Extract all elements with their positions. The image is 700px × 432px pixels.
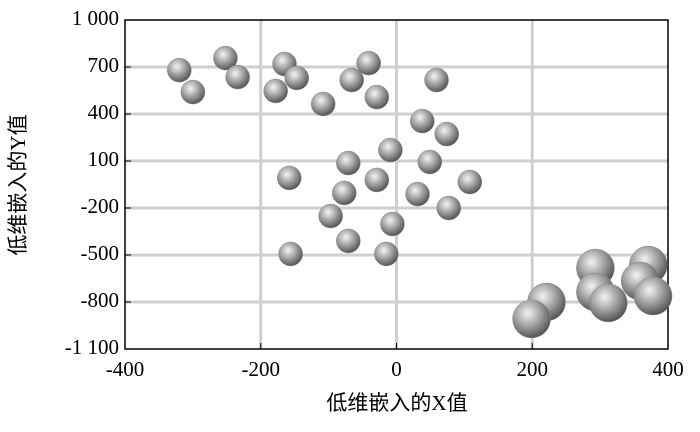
point (167, 57, 192, 83)
y-tick-label: 400 (88, 100, 120, 124)
point (589, 283, 628, 323)
point (339, 67, 364, 93)
point (310, 91, 336, 117)
x-tick-label: -400 (106, 357, 145, 381)
point (180, 79, 206, 105)
point (336, 150, 361, 176)
y-tick-label: -1 100 (65, 335, 119, 359)
point (364, 84, 390, 110)
x-tick-label: 400 (652, 357, 684, 381)
point (405, 181, 430, 207)
point (277, 165, 302, 191)
x-tick-label: 0 (391, 357, 402, 381)
point (417, 149, 443, 175)
point (213, 45, 238, 71)
y-tick-label: -200 (81, 194, 120, 218)
point (424, 67, 449, 93)
point (364, 167, 390, 193)
point (378, 137, 403, 163)
x-tick-label: -200 (242, 357, 281, 381)
y-tick-label: 100 (88, 147, 120, 171)
point (380, 211, 405, 237)
y-tick-label: 700 (88, 53, 120, 77)
point (457, 169, 483, 195)
point (284, 65, 309, 91)
point (436, 195, 462, 221)
y-tick-label: 1 000 (72, 6, 119, 30)
y-tick-label: -500 (81, 241, 120, 265)
point (356, 50, 381, 76)
point (318, 203, 343, 229)
y-tick-label: -800 (81, 288, 120, 312)
x-axis-title: 低维嵌入的X值 (326, 391, 467, 415)
y-axis-title: 低维嵌入的Y值 (6, 114, 30, 255)
point (374, 241, 399, 267)
point (512, 299, 551, 339)
point (633, 276, 673, 316)
plot-frame (124, 19, 669, 350)
point (336, 228, 361, 254)
x-tick-label: 200 (517, 357, 549, 381)
point (331, 180, 357, 206)
point (410, 108, 435, 134)
point (278, 241, 303, 267)
point (434, 121, 459, 147)
point (225, 64, 250, 90)
point (263, 78, 288, 104)
